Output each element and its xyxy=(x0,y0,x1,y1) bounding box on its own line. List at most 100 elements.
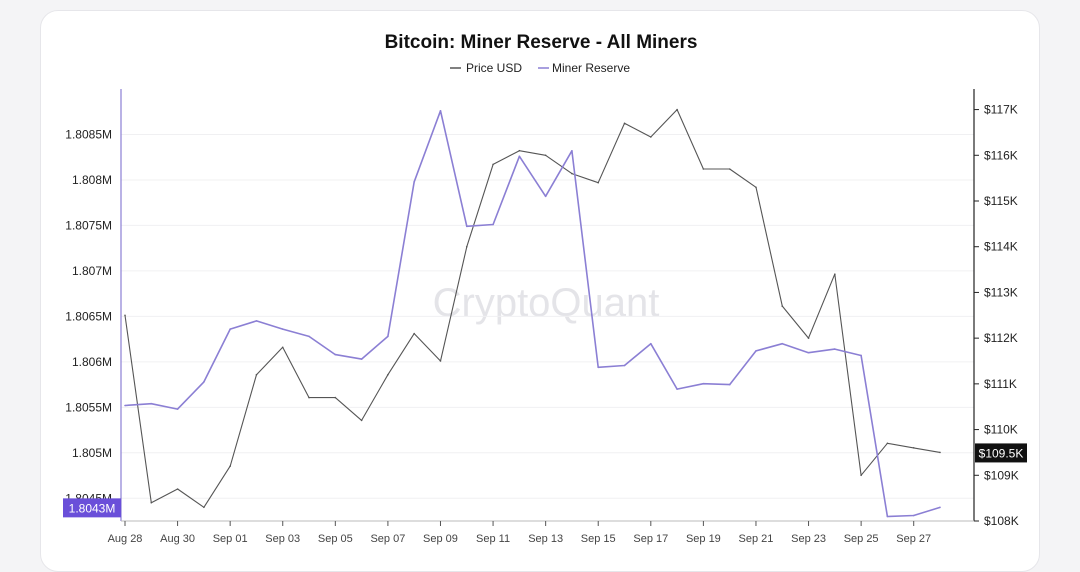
miner-reserve-point xyxy=(571,150,573,152)
miner-reserve-point xyxy=(439,110,442,112)
miner-reserve-point xyxy=(308,335,310,338)
right-tick-label: $112K xyxy=(984,331,1018,345)
right-tick-label: $111K xyxy=(984,377,1017,391)
miner-reserve-point xyxy=(176,408,179,410)
miner-reserve-point xyxy=(623,364,626,367)
price-usd-point xyxy=(465,245,468,248)
x-tick-label: Sep 15 xyxy=(581,533,616,545)
price-usd-point xyxy=(150,501,153,504)
x-tick-label: Sep 21 xyxy=(739,533,774,545)
left-tick-label: 1.808M xyxy=(72,173,112,187)
miner-reserve-point xyxy=(203,381,205,383)
right-tick-label: $110K xyxy=(984,423,1018,437)
price-usd-point xyxy=(176,488,179,490)
right-tick-label: $116K xyxy=(984,148,1018,162)
x-tick-label: Aug 30 xyxy=(160,533,195,545)
left-value-badge xyxy=(63,498,121,518)
price-usd-point xyxy=(728,168,731,170)
right-tick-label: $114K xyxy=(984,240,1018,254)
price-usd-point xyxy=(834,273,836,275)
price-usd-point xyxy=(597,181,600,184)
price-usd-point xyxy=(939,451,941,454)
price-usd-point xyxy=(124,314,126,317)
left-tick-label: 1.8065M xyxy=(65,309,112,323)
legend-item-price[interactable]: Price USD xyxy=(450,61,522,75)
right-tick-label: $113K xyxy=(984,285,1018,299)
x-tick-label: Sep 03 xyxy=(265,533,300,545)
legend-item-miner-reserve[interactable]: Miner Reserve xyxy=(538,61,630,75)
x-tick-label: Sep 09 xyxy=(423,533,458,545)
x-tick-label: Sep 23 xyxy=(791,533,826,545)
miner-reserve-point xyxy=(255,320,258,322)
miner-reserve-point xyxy=(781,342,784,345)
price-usd-point xyxy=(886,442,889,445)
x-tick-label: Sep 13 xyxy=(528,533,563,545)
price-usd-line xyxy=(124,109,941,508)
price-usd-point xyxy=(755,186,757,189)
x-tick-label: Sep 07 xyxy=(370,533,405,545)
price-usd-point xyxy=(544,154,547,157)
miner-reserve-point xyxy=(413,180,415,183)
right-value-badge xyxy=(975,443,1027,463)
price-usd-point xyxy=(912,447,915,449)
miner-reserve-point xyxy=(728,383,731,386)
miner-reserve-line xyxy=(124,110,941,518)
miner-reserve-point xyxy=(807,351,810,354)
price-usd-point xyxy=(439,360,442,362)
miner-reserve-point xyxy=(886,515,889,518)
value-badges: 1.8043M $109.5K xyxy=(63,443,1027,518)
price-usd-point xyxy=(281,346,284,349)
chart-title: Bitcoin: Miner Reserve - All Miners xyxy=(385,32,698,53)
right-tick-label: $115K xyxy=(984,194,1018,208)
left-value-badge-text: 1.8043M xyxy=(69,501,116,515)
right-tick-label: $108K xyxy=(984,514,1019,528)
price-usd-point xyxy=(676,108,678,111)
price-usd-point xyxy=(781,305,784,307)
miner-reserve-point xyxy=(676,388,678,390)
miner-reserve-point xyxy=(281,328,284,330)
miner-reserve-point xyxy=(150,402,153,405)
price-usd-point xyxy=(492,163,494,166)
miner-reserve-point xyxy=(360,358,363,360)
left-tick-label: 1.805M xyxy=(72,446,112,460)
x-tick-label: Sep 25 xyxy=(844,533,879,545)
watermark: CryptoQuant xyxy=(433,281,660,325)
right-axis-ticks: $108K $109K $110K $111K $112K $113K $114K $115K… xyxy=(974,103,1019,528)
x-tick-label: Aug 28 xyxy=(108,533,143,545)
miner-reserve-point xyxy=(755,350,757,352)
x-tick-label: Sep 11 xyxy=(476,533,510,545)
left-tick-label: 1.806M xyxy=(72,355,112,369)
price-usd-point xyxy=(650,136,652,138)
price-usd-point xyxy=(860,474,862,477)
legend-label-miner-reserve: Miner Reserve xyxy=(552,61,630,75)
left-tick-label: 1.8075M xyxy=(65,218,112,232)
gridlines xyxy=(121,133,974,499)
chart: Bitcoin: Miner Reserve - All Miners Pric… xyxy=(63,32,1027,545)
x-tick-label: Sep 19 xyxy=(686,533,721,545)
miner-reserve-point xyxy=(650,342,652,345)
miner-reserve-point xyxy=(229,328,231,330)
price-usd-point xyxy=(334,396,337,399)
price-usd-point xyxy=(807,337,810,339)
miner-reserve-point xyxy=(544,195,547,198)
miner-reserve-point xyxy=(334,353,337,356)
miner-reserve-point xyxy=(860,354,862,357)
miner-reserve-point xyxy=(465,225,468,228)
left-tick-label: 1.8085M xyxy=(65,127,112,141)
price-usd-point xyxy=(255,373,258,376)
price-usd-point xyxy=(518,149,521,152)
miner-reserve-point xyxy=(834,348,836,350)
miner-reserve-point xyxy=(518,155,521,158)
miner-reserve-point xyxy=(702,382,705,385)
right-value-badge-text: $109.5K xyxy=(979,446,1024,460)
price-usd-point xyxy=(229,465,231,467)
legend: Price USD Miner Reserve xyxy=(450,61,630,75)
x-tick-label: Sep 17 xyxy=(633,533,668,545)
miner-reserve-point xyxy=(597,366,600,369)
miner-reserve-point xyxy=(387,335,389,338)
price-usd-point xyxy=(308,396,310,399)
miner-reserve-point xyxy=(939,506,941,509)
price-usd-point xyxy=(360,419,363,422)
miner-reserve-point xyxy=(912,514,915,517)
x-axis-ticks: Aug 28 Aug 30 Sep 01 Sep 03 Sep 05 Sep 07 Sep … xyxy=(108,521,931,545)
